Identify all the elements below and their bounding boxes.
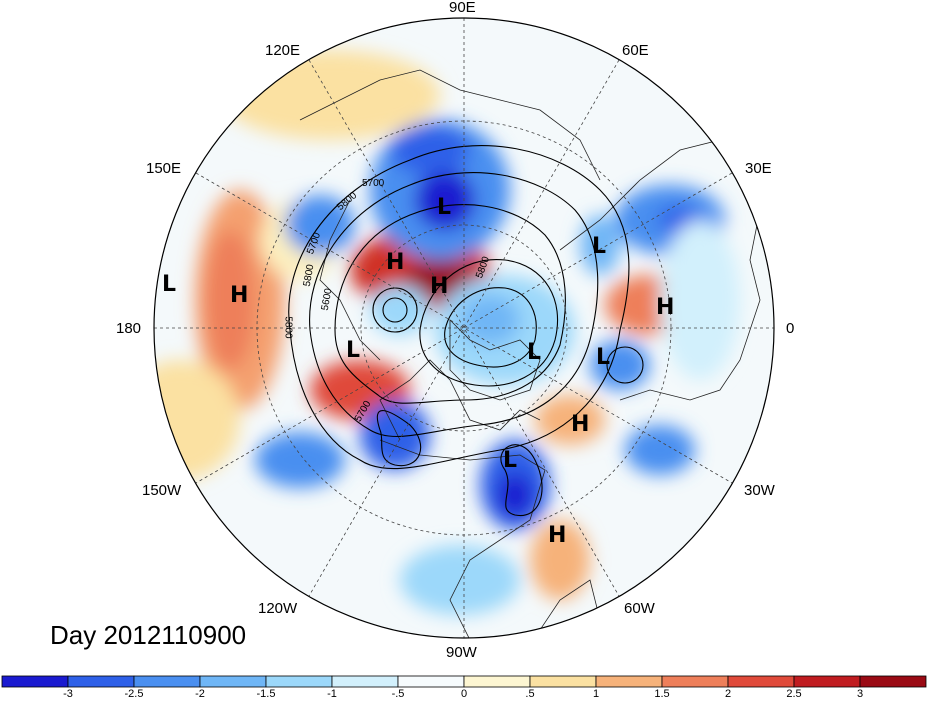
lon-label-180: 180 [116, 320, 142, 337]
low-marker: L [346, 338, 361, 363]
colorbar-swatch [199, 675, 267, 688]
colorbar-tick-label: -.5 [391, 688, 405, 700]
lon-label-150w: 150W [142, 482, 182, 499]
lon-label-150e: 150E [146, 160, 182, 177]
colorbar-swatch [397, 675, 465, 688]
colorbar-tick-label: 1 [592, 688, 600, 700]
colorbar-tick-label: 3 [856, 688, 864, 700]
lon-label-90e: 90E [449, 0, 476, 16]
map-border [153, 17, 775, 639]
lon-label-60e: 60E [622, 42, 649, 59]
colorbar-swatch [133, 675, 201, 688]
low-marker: L [527, 340, 542, 365]
lon-label-0: 0 [786, 320, 795, 337]
colorbar-tick-label: -2 [195, 688, 205, 700]
map-title: Day 2012110900 [50, 620, 247, 650]
high-marker: H [571, 412, 590, 437]
high-marker: H [230, 283, 249, 308]
low-marker: L [596, 345, 611, 370]
colorbar-swatch [463, 675, 531, 688]
low-marker: L [437, 195, 452, 220]
high-marker: H [548, 523, 567, 548]
colorbar-tick-label: -2.5 [124, 688, 144, 700]
colorbar-swatch [595, 675, 663, 688]
colorbar-tick-label: 2.5 [786, 688, 802, 700]
contour-label: 5700 [362, 178, 385, 189]
colorbar-swatch [1, 675, 69, 688]
colorbar-tick-label: 2 [724, 688, 732, 700]
lon-label-30e: 30E [745, 160, 772, 177]
colorbar [1, 675, 927, 688]
colorbar-tick-label: 1.5 [654, 688, 670, 700]
colorbar-swatch [859, 675, 927, 688]
colorbar-swatch [727, 675, 795, 688]
colorbar-swatch [265, 675, 333, 688]
high-marker: H [430, 274, 449, 299]
low-marker: L [592, 234, 607, 259]
colorbar-tick-label: .5 [525, 688, 535, 700]
colorbar-swatch [661, 675, 729, 688]
contour-label: 5800 [282, 316, 294, 339]
colorbar-tick-label: -3 [63, 688, 73, 700]
coastlines [299, 69, 761, 638]
low-marker: L [162, 272, 177, 297]
lon-label-30w: 30W [744, 482, 775, 499]
colorbar-swatch [67, 675, 135, 688]
high-marker: H [656, 295, 675, 320]
graticule [154, 18, 774, 638]
colorbar-swatch [793, 675, 861, 688]
colorbar-tick-label: -1 [327, 688, 337, 700]
lon-label-120w: 120W [258, 600, 298, 617]
high-marker: H [386, 250, 405, 275]
lon-label-60w: 60W [624, 600, 655, 617]
low-marker: L [503, 448, 518, 473]
colorbar-swatch [529, 675, 597, 688]
anomaly-field [154, 18, 774, 638]
colorbar-tick-label: -1.5 [256, 688, 276, 700]
lon-label-120e: 120E [265, 42, 301, 59]
lon-label-90w: 90W [446, 644, 477, 661]
colorbar-tick-label: 0 [460, 688, 468, 700]
height-contours [288, 145, 644, 517]
colorbar-swatch [331, 675, 399, 688]
